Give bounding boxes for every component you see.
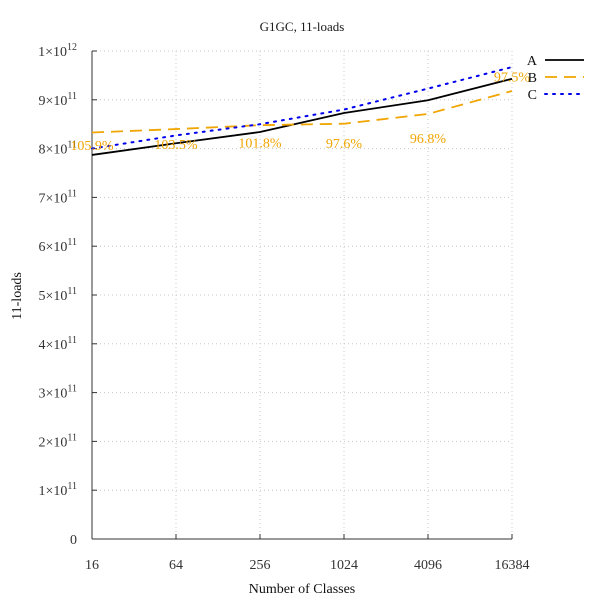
data-label: 101.8% [238,137,282,152]
legend: ABC [527,54,585,103]
y-tick-label: 4×1011 [38,335,77,353]
data-label: 105.9% [70,139,114,154]
series-line-C [91,66,513,150]
y-tick-label: 1×1011 [38,481,77,499]
series-line-B [91,90,513,134]
y-tick-label: 1×1012 [38,42,77,60]
data-label: 103.5% [154,138,198,153]
x-tick-label: 1024 [330,558,358,573]
x-tick-label: 16 [85,558,99,573]
chart-title: G1GC, 11-loads [260,19,345,34]
data-label: 96.8% [410,132,447,147]
annotations: 105.9% 103.5% 101.8% 97.6% 96.8% 97.5% [70,71,530,154]
legend-label-B: B [528,71,537,86]
x-tick-label: 16384 [495,558,530,573]
legend-label-C: C [528,88,537,103]
series [91,66,513,156]
y-tick-label: 2×1011 [38,432,77,450]
y-tick-label: 7×1011 [38,188,77,206]
y-axis-label: 11-loads [10,272,25,320]
y-tick-label: 9×1011 [38,91,77,109]
x-tick-label: 256 [250,558,271,573]
x-tick-label: 64 [169,558,183,573]
data-label: 97.5% [494,71,531,86]
legend-label-A: A [527,54,538,69]
y-tick-label: 6×1011 [38,237,77,255]
data-label: 97.6% [326,137,363,152]
y-tick-label: 5×1011 [38,286,77,304]
y-tick-label: 8×1011 [38,140,77,158]
grid [92,50,513,539]
y-tick-label: 3×1011 [38,384,77,402]
axes: 0 1×1011 2×1011 3×1011 4×1011 5×1011 6×1011 7×1… [38,42,529,573]
series-line-A [91,77,513,156]
x-axis-label: Number of Classes [249,582,356,597]
y-tick-label: 0 [70,533,77,548]
x-tick-label: 4096 [414,558,442,573]
